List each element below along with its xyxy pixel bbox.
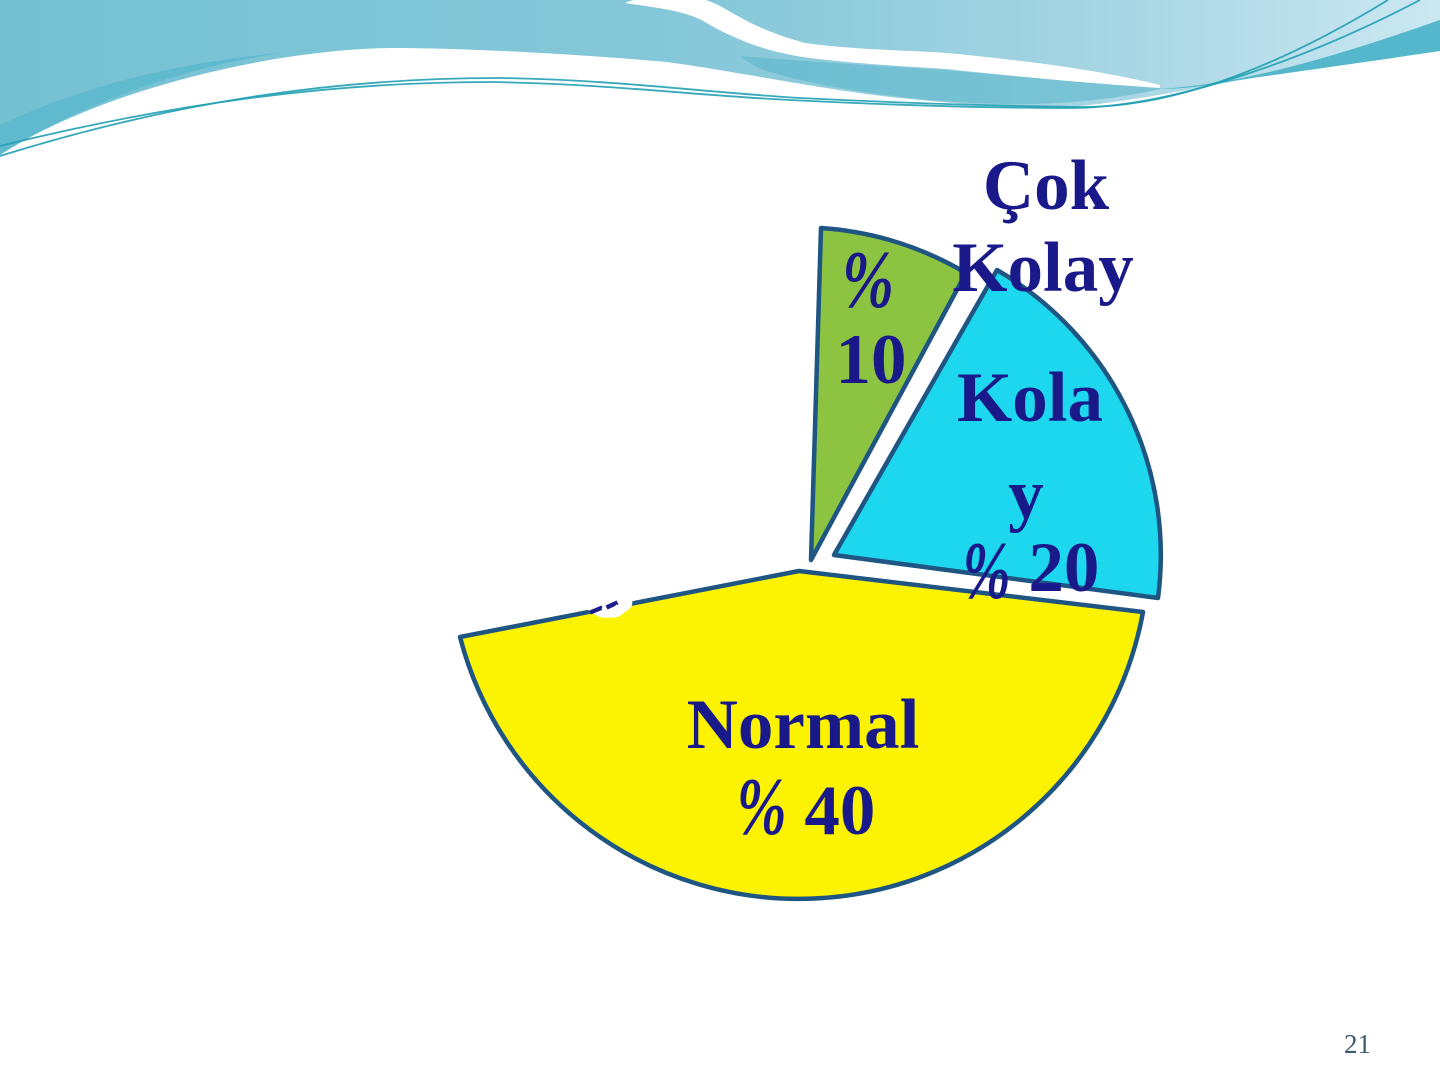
svg-text:10: 10 [836, 321, 907, 399]
svg-text:Kolay: Kolay [952, 229, 1133, 307]
svg-text:Kola: Kola [957, 359, 1103, 437]
svg-text:%: % [842, 234, 894, 325]
svg-text:y: y [1008, 456, 1044, 534]
svg-text:21: 21 [1344, 1029, 1371, 1059]
svg-text:% 40: % 40 [737, 761, 876, 852]
svg-text:Çok: Çok [983, 147, 1110, 225]
svg-text:Normal: Normal [687, 686, 920, 764]
svg-text:% 20: % 20 [963, 525, 1100, 616]
